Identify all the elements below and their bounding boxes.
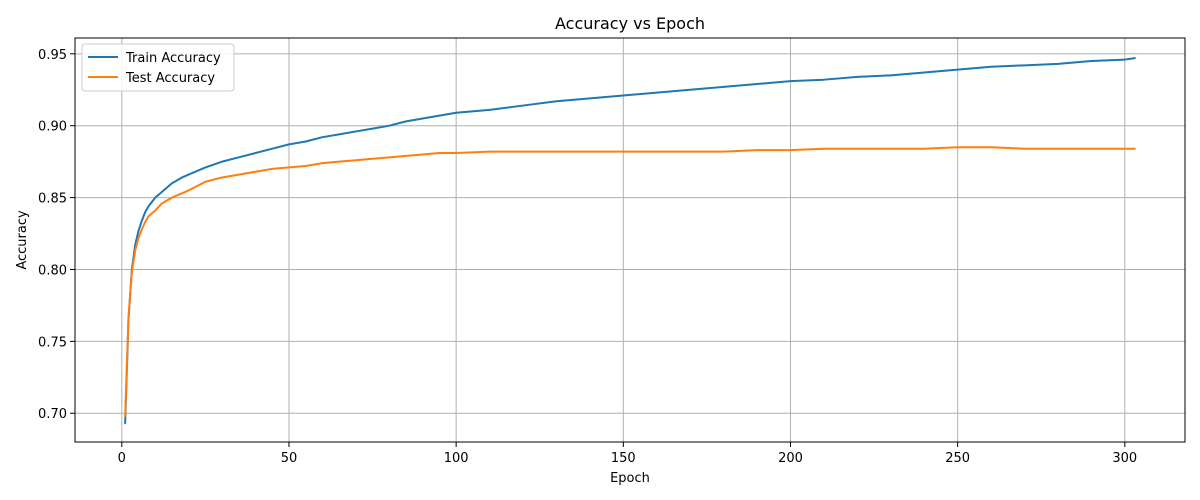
x-tick-label: 0 bbox=[118, 451, 126, 466]
x-tick-label: 300 bbox=[1112, 451, 1137, 466]
y-tick-label: 0.75 bbox=[38, 335, 67, 350]
x-tick-label: 200 bbox=[778, 451, 803, 466]
x-tick-label: 100 bbox=[444, 451, 469, 466]
chart-title: Accuracy vs Epoch bbox=[555, 14, 705, 33]
y-tick-label: 0.85 bbox=[38, 192, 67, 207]
legend-label-train: Train Accuracy bbox=[125, 51, 221, 66]
y-tick-label: 0.70 bbox=[38, 407, 67, 422]
y-axis-title: Accuracy bbox=[15, 210, 30, 270]
x-gridlines bbox=[121, 38, 1126, 442]
y-gridlines bbox=[75, 53, 1185, 414]
series-lines bbox=[124, 57, 1136, 425]
y-tick-label: 0.80 bbox=[38, 263, 67, 278]
x-tick-label: 250 bbox=[945, 451, 970, 466]
y-tick-label: 0.90 bbox=[38, 120, 67, 135]
series-line-test bbox=[124, 146, 1136, 418]
legend-label-test: Test Accuracy bbox=[125, 71, 215, 86]
legend-box bbox=[81, 43, 235, 92]
x-tick-label: 150 bbox=[611, 451, 636, 466]
x-axis-title: Epoch bbox=[610, 471, 650, 486]
series-line-train bbox=[124, 57, 1136, 425]
plot-frame bbox=[74, 37, 1186, 443]
y-axis-ticks: 0.70 0.75 0.80 0.85 0.90 0.95 bbox=[38, 48, 75, 422]
legend: Train Accuracy Test Accuracy bbox=[81, 43, 235, 92]
x-tick-label: 50 bbox=[281, 451, 298, 466]
y-tick-label: 0.95 bbox=[38, 48, 67, 63]
x-axis-ticks: 0 50 100 150 200 250 300 bbox=[118, 442, 1137, 466]
